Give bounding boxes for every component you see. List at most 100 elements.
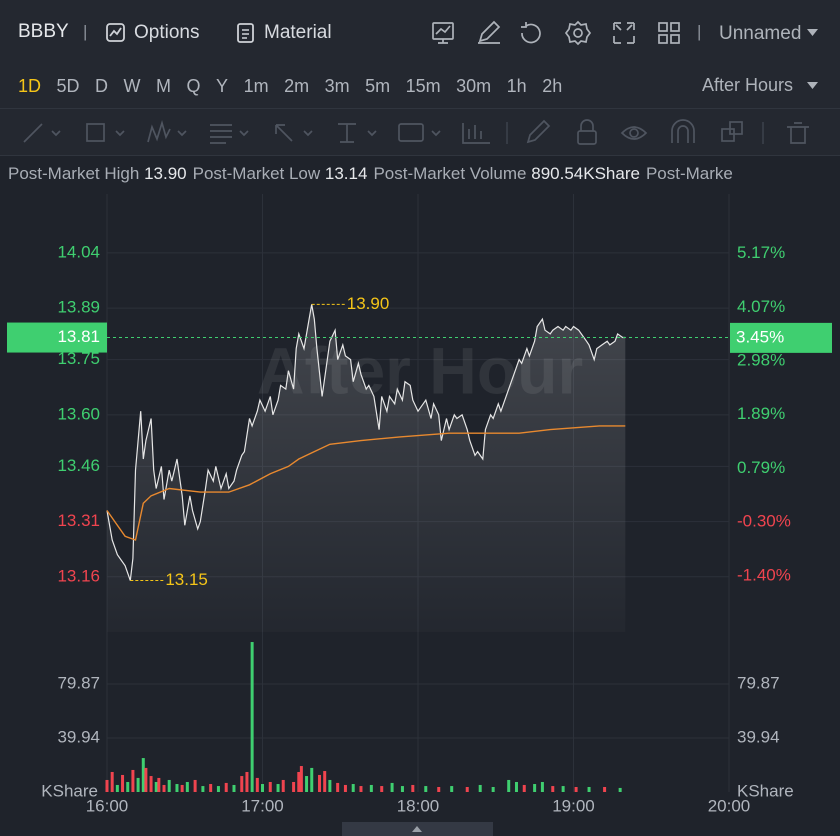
timeframe-bar: 1D 5D D W M Q Y 1m 2m 3m 5m 15m 30m 1h 2h After Hours	[0, 66, 840, 108]
volume-bar	[121, 774, 125, 792]
volume-bar	[193, 779, 197, 792]
volume-bar	[162, 784, 166, 792]
y2-tick-label: 0.79%	[737, 458, 785, 477]
drawing-tools[interactable]	[0, 109, 840, 156]
y2-tick-label: 2.98%	[737, 350, 785, 369]
volume-bar	[167, 779, 171, 792]
stat-value: 890.54KShare	[531, 164, 640, 183]
y2-tick-label: 5.17%	[737, 243, 785, 262]
timeframe[interactable]: 5D	[56, 76, 80, 96]
y-tick-label: 13.31	[57, 511, 100, 530]
volume-bar	[522, 784, 526, 792]
timeframe[interactable]: 2m	[284, 76, 310, 96]
timeframe[interactable]: 1h	[506, 76, 527, 96]
volume-bar	[551, 786, 555, 792]
y-tick-label: 79.87	[57, 673, 100, 692]
volume-bar	[185, 781, 189, 792]
volume-bar	[424, 786, 428, 792]
x-tick-label: 18:00	[397, 796, 440, 815]
y2-tick-label: 4.07%	[737, 297, 785, 316]
current-price-box	[7, 322, 107, 353]
volume-bar	[507, 779, 511, 792]
volume-bar	[369, 784, 373, 792]
volume-bar	[318, 774, 322, 792]
volume-bar	[561, 786, 565, 792]
timeframe[interactable]: W	[123, 76, 141, 96]
timeframe[interactable]: 1m	[243, 76, 269, 96]
volume-bar	[411, 784, 415, 792]
volume-bar	[250, 642, 254, 792]
timeframe[interactable]: 5m	[365, 76, 391, 96]
volume-bar	[491, 786, 495, 792]
volume-bar	[587, 786, 591, 792]
volume-bar	[351, 784, 355, 792]
volume-bar	[323, 771, 327, 792]
x-tick-label: 20:00	[708, 796, 751, 815]
timeframe[interactable]: 15m	[405, 76, 441, 96]
scroll-arrow	[412, 826, 422, 832]
material-button[interactable]: Material	[264, 22, 332, 43]
y-tick-label: 13.46	[57, 456, 100, 475]
current-change-box	[730, 322, 832, 353]
timeframe[interactable]: 30m	[456, 76, 492, 96]
timeframe[interactable]: Y	[216, 76, 229, 96]
volume-bar	[154, 781, 158, 792]
drawing-toolbar	[0, 108, 840, 156]
volume-bar	[574, 786, 578, 792]
stat-label: Post-Market Low	[192, 164, 321, 183]
toolbar-icons[interactable]	[430, 20, 690, 46]
price-area	[107, 304, 626, 632]
volume-bar	[437, 786, 441, 792]
volume-bar	[603, 786, 607, 792]
volume-bar	[268, 781, 272, 792]
timeframe[interactable]: Q	[186, 76, 201, 96]
stat-value: 13.14	[324, 164, 368, 183]
timeframe[interactable]: 3m	[324, 76, 350, 96]
timeframe[interactable]: D	[95, 76, 109, 96]
stat-value: 13.90	[144, 164, 187, 183]
volume-bar	[105, 779, 109, 792]
volume-bar	[180, 784, 184, 792]
volume-bar	[255, 777, 259, 792]
volume-bar	[201, 786, 205, 792]
volume-bar	[232, 784, 236, 792]
timeframe[interactable]: 2h	[542, 76, 563, 96]
volume-bar	[514, 781, 518, 792]
volume-bar	[292, 781, 296, 792]
timeframe[interactable]: 1D	[18, 76, 42, 96]
y-tick-label: 39.94	[57, 727, 100, 746]
timeframes: 1D 5D D W M Q Y 1m 2m 3m 5m 15m 30m 1h 2h	[18, 76, 562, 97]
volume-bar	[618, 787, 622, 792]
dropdown-arrow	[807, 82, 818, 89]
unit-label: KShare	[737, 781, 794, 800]
layout-name[interactable]: Unnamed	[719, 23, 802, 44]
y-tick-label: 14.04	[57, 242, 100, 261]
session-select[interactable]: After Hours	[702, 75, 794, 95]
stat-label: Post-Marke	[645, 164, 733, 183]
volume-bar	[328, 779, 332, 792]
volume-bar	[390, 782, 394, 792]
volume-bar	[450, 786, 454, 792]
volume-bar	[115, 784, 119, 792]
volume-bar	[240, 776, 244, 792]
annotation: 13.90	[347, 294, 390, 313]
y-tick-label: 13.60	[57, 404, 100, 423]
volume-bar	[478, 784, 482, 792]
volume-bar	[149, 776, 153, 792]
symbol[interactable]: BBBY	[18, 21, 69, 42]
stat-label: Post-Market High	[8, 164, 140, 183]
stats: Post-Market High 13.90 Post-Market Low 13…	[8, 164, 840, 184]
timeframe[interactable]: M	[156, 76, 172, 96]
volume-bar	[126, 781, 130, 792]
current-price-label: 13.81	[57, 327, 100, 346]
current-change-label: 3.45%	[736, 327, 784, 346]
dropdown-arrow	[807, 29, 818, 36]
price-line	[106, 425, 626, 541]
volume-bar	[465, 786, 469, 792]
volume-bar	[245, 771, 249, 792]
volume-bar	[209, 784, 213, 792]
options-icon	[106, 23, 125, 42]
options-button[interactable]: Options	[134, 22, 200, 43]
